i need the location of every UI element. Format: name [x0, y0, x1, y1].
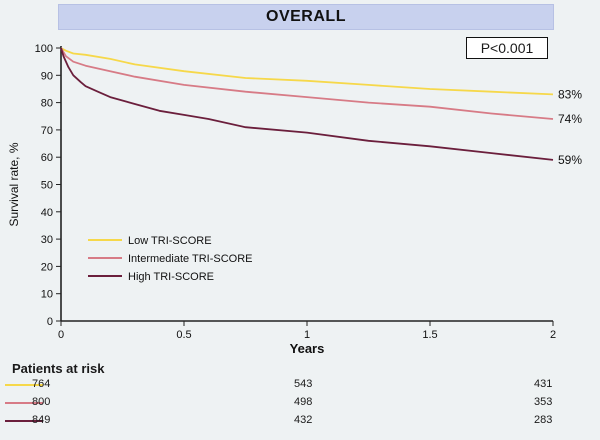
x-axis-label: Years: [290, 341, 325, 356]
y-tick-label: 80: [41, 98, 53, 110]
risk-cell: 764: [32, 378, 51, 390]
series-line-1: [60, 47, 554, 96]
risk-swatch-3: [5, 420, 43, 422]
y-tick-label: 90: [41, 70, 53, 82]
risk-swatch-2: [5, 402, 43, 404]
series-line-3: [60, 47, 554, 161]
risk-cell: 498: [294, 396, 313, 408]
risk-row-2: 800 498 353: [0, 396, 600, 410]
x-tick-label: 1: [304, 329, 310, 341]
end-label-1: 83%: [558, 87, 582, 101]
risk-row-1: 764 543 431: [0, 378, 600, 392]
risk-cell: 543: [294, 378, 313, 390]
y-tick-label: 50: [41, 180, 53, 192]
risk-cell: 431: [534, 378, 553, 390]
legend-label-3: High TRI-SCORE: [128, 271, 214, 283]
risk-row-3: 849 432 283: [0, 414, 600, 428]
end-label-2: 74%: [558, 112, 582, 126]
y-tick-label: 0: [47, 316, 53, 328]
end-label-3: 59%: [558, 153, 582, 167]
y-tick-label: 20: [41, 261, 53, 273]
legend-label-2: Intermediate TRI-SCORE: [128, 253, 253, 265]
y-tick-label: 30: [41, 234, 53, 246]
risk-cell: 353: [534, 396, 553, 408]
series-line-2: [60, 47, 554, 120]
y-axis-label: Survival rate, %: [7, 142, 21, 226]
y-tick-label: 100: [35, 43, 53, 55]
risk-cell: 432: [294, 414, 313, 426]
y-tick-label: 40: [41, 207, 53, 219]
chart-title: OVERALL: [58, 4, 554, 30]
risk-cell: 283: [534, 414, 553, 426]
risk-table-title: Patients at risk: [12, 361, 105, 376]
x-tick-label: 2: [550, 329, 556, 341]
x-tick-label: 1.5: [422, 329, 437, 341]
x-tick-label: 0.5: [176, 329, 191, 341]
risk-cell: 800: [32, 396, 51, 408]
x-tick-label: 0: [58, 329, 64, 341]
y-tick-label: 70: [41, 125, 53, 137]
y-tick-label: 10: [41, 289, 53, 301]
y-tick-label: 60: [41, 152, 53, 164]
p-value-box: P<0.001: [466, 37, 548, 59]
risk-swatch-1: [5, 384, 43, 386]
legend-label-1: Low TRI-SCORE: [128, 235, 212, 247]
risk-cell: 849: [32, 414, 51, 426]
